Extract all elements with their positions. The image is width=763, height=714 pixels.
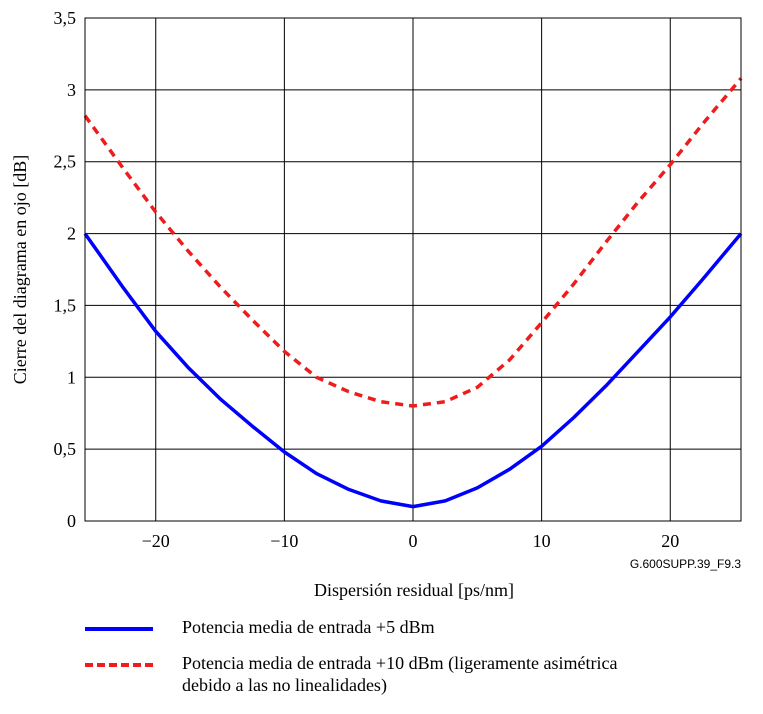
y-axis-title: Cierre del diagrama en ojo [dB] [10, 155, 30, 384]
y-tick-label: 2 [67, 224, 76, 244]
x-tick-label: 10 [533, 531, 551, 551]
x-tick-label: −10 [270, 531, 298, 551]
x-tick-label: 0 [409, 531, 418, 551]
y-tick-label: 3,5 [54, 8, 77, 28]
x-tick-label: −20 [142, 531, 170, 551]
y-tick-label: 1,5 [54, 295, 77, 315]
legend-label: Potencia media de entrada +5 dBm [182, 617, 435, 637]
y-tick-label: 1 [67, 367, 76, 387]
figure-id: G.600SUPP.39_F9.3 [630, 557, 742, 571]
plot-frame [84, 17, 742, 522]
series-line-1 [83, 232, 743, 509]
legend-label-line-2: debido a las no linealidades) [182, 675, 387, 695]
x-axis-title: Dispersión residual [ps/nm] [314, 580, 514, 600]
legend-swatch-dashed [85, 663, 153, 667]
y-tick-label: 3 [67, 80, 76, 100]
x-tick-label: 20 [661, 531, 679, 551]
y-tick-label: 0,5 [54, 439, 77, 459]
x-tick-labels: −20 −10 0 10 20 [142, 531, 680, 551]
y-tick-label: 0 [67, 511, 76, 531]
chart-canvas: −20 −10 0 10 20 0 0,5 1 1,5 2 2,5 3 3,5 Dispersión … [10, 8, 743, 600]
legend-item-series-1: Potencia media de entrada +5 dBm [0, 616, 763, 638]
series-line-2 [83, 77, 743, 408]
legend-label-line-1: Potencia media de entrada +10 dBm (liger… [182, 653, 618, 673]
y-tick-labels: 0 0,5 1 1,5 2 2,5 3 3,5 [54, 8, 77, 531]
y-tick-label: 2,5 [54, 152, 77, 172]
legend-item-series-2: Potencia media de entrada +10 dBm (liger… [0, 652, 763, 695]
grid [85, 17, 741, 522]
legend-swatch-solid [85, 627, 153, 631]
series-lines [83, 77, 743, 509]
